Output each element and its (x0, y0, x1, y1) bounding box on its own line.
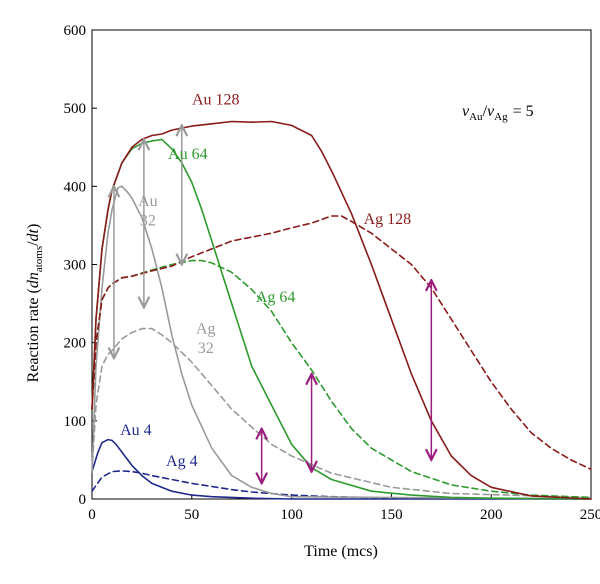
x-tick-label-200: 200 (480, 507, 503, 523)
x-tick-label-250: 250 (580, 507, 600, 523)
series-label-ag-4: Ag 4 (166, 453, 198, 470)
y-tick-label-400: 400 (64, 179, 87, 195)
series-line-ag-128 (91, 215, 592, 471)
series-line-ag-4 (91, 470, 592, 500)
y-tick-label-0: 0 (79, 492, 87, 508)
series-label-ag: Ag (196, 320, 216, 337)
series-label-ag-128: Ag 128 (364, 211, 412, 228)
series-label-au-64: Au 64 (168, 146, 208, 163)
series-line-au-4 (91, 438, 592, 500)
x-tick-label-0: 0 (88, 507, 96, 523)
series-label-au-4: Au 4 (120, 422, 152, 439)
series-line-au-32 (91, 185, 592, 500)
series-group (91, 120, 592, 500)
plot-frame (91, 29, 592, 500)
x-axis-label: Time (mcs) (304, 543, 378, 560)
y-tick-label-500: 500 (64, 101, 87, 117)
series-label-au: Au (138, 193, 158, 210)
y-tick-label-100: 100 (64, 414, 87, 430)
gap-arrows (114, 125, 431, 483)
y-tick-label-200: 200 (64, 336, 87, 352)
series-label-au-128: Au 128 (192, 91, 240, 108)
series-labels: Au 128 Au 64 Au 32 Ag 128 Ag 64 Ag 32 Au 4 Ag 4 (120, 91, 411, 470)
y-axis-label: Reaction rate (dnatoms/dt) (25, 224, 45, 383)
y-tick-label-600: 600 (64, 23, 87, 39)
velocity-ratio-annotation: νAu/νAg = 5 (462, 103, 534, 123)
y-tick-label-300: 300 (64, 258, 87, 274)
series-label-32: 32 (140, 212, 156, 229)
x-tick-label-100: 100 (280, 507, 303, 523)
series-label-ag-64: Ag 64 (256, 289, 296, 306)
series-label-32: 32 (198, 340, 214, 357)
series-line-ag-64 (91, 259, 592, 499)
x-tick-label-150: 150 (380, 507, 403, 523)
series-line-ag-32 (91, 327, 592, 499)
x-tick-label-50: 50 (184, 507, 199, 523)
